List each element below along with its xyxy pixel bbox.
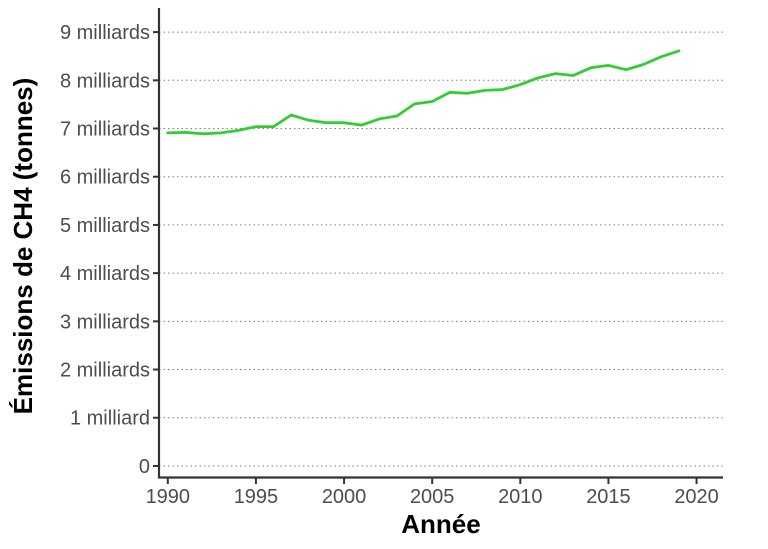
x-axis-title: Année [401,509,480,539]
x-tick-label: 2005 [410,486,455,508]
y-tick-label: 2 milliards [60,360,150,382]
x-axis-ticks: 1990 1995 2000 2005 2010 2015 2020 [146,478,719,508]
y-tick-label: 3 milliards [60,311,150,333]
x-tick-label: 2015 [586,486,631,508]
series-line [166,49,681,136]
x-tick-label: 1995 [234,486,279,508]
y-tick-label: 0 [139,456,150,478]
x-tick-label: 2010 [498,486,543,508]
x-tick-label: 2000 [322,486,367,508]
x-tick-label: 1990 [146,486,191,508]
y-tick-label: 1 milliard [70,408,150,430]
y-tick-label: 4 milliards [60,263,150,285]
y-axis-ticks: 0 1 milliard 2 milliards 3 milliards 4 milli… [60,22,159,478]
y-tick-label: 6 milliards [60,167,150,189]
series-group [166,49,681,136]
y-tick-label: 5 milliards [60,215,150,237]
y-tick-label: 9 milliards [60,22,150,44]
y-tick-label: 8 milliards [60,70,150,92]
y-tick-label: 7 milliards [60,119,150,141]
y-axis-title: Émissions de CH4 (tonnes) [8,78,38,415]
x-tick-label: 2020 [674,486,719,508]
